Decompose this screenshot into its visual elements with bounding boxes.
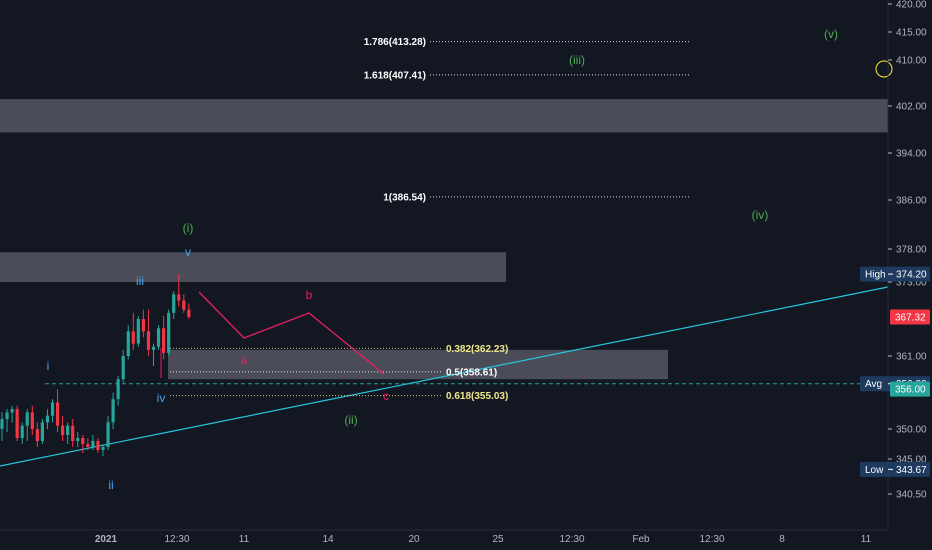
candle-body[interactable] xyxy=(55,402,60,426)
candle-body[interactable] xyxy=(15,409,19,438)
x-tick-label: 25 xyxy=(492,534,504,545)
price-tag-bg-1 xyxy=(890,309,930,325)
candle-body[interactable] xyxy=(177,294,181,301)
fib-label-1: 1.618(407.41) xyxy=(364,70,426,81)
candle-body[interactable] xyxy=(167,312,171,353)
abc-correction-path[interactable] xyxy=(198,291,385,375)
price-tag-value-1: 367.32 xyxy=(895,313,926,324)
candle-body[interactable] xyxy=(81,438,85,444)
x-tick-label: 12:30 xyxy=(559,534,584,545)
wave-label-v: (v) xyxy=(824,27,838,41)
x-tick-label: 20 xyxy=(408,534,420,545)
candle-body[interactable] xyxy=(131,331,135,344)
candle-body[interactable] xyxy=(151,346,156,350)
candle-body[interactable] xyxy=(182,300,186,310)
y-tick-label: 361.00 xyxy=(896,352,927,363)
fib-label-3: 0.382(362.23) xyxy=(446,344,508,355)
wave-label-c: c xyxy=(383,389,389,403)
candle-body[interactable] xyxy=(91,441,95,447)
price-tag-value-0: 374.20 xyxy=(896,270,927,281)
price-tag-label-2: Avg xyxy=(865,379,882,390)
candle-body[interactable] xyxy=(116,379,120,400)
price-tag-value-4: 343.67 xyxy=(896,465,927,476)
wave-label-ii: ii xyxy=(108,478,113,492)
candle-body[interactable] xyxy=(40,422,44,441)
candle-body[interactable] xyxy=(96,441,100,450)
y-tick-label: 350.00 xyxy=(896,425,927,436)
x-tick-label: 2021 xyxy=(95,534,118,545)
candle-body[interactable] xyxy=(106,422,110,447)
candle-body[interactable] xyxy=(111,399,115,423)
price-tag-label-0: High xyxy=(865,270,886,281)
candle-body[interactable] xyxy=(20,425,24,438)
candle-body[interactable] xyxy=(10,409,14,413)
y-tick-label: 386.00 xyxy=(896,196,927,207)
x-tick-label: 11 xyxy=(861,534,872,545)
candle-body[interactable] xyxy=(141,319,145,332)
candle-body[interactable] xyxy=(156,328,161,347)
wave-label-b: b xyxy=(306,288,313,302)
middle-zone[interactable] xyxy=(0,252,506,282)
candle-body[interactable] xyxy=(86,444,90,447)
price-tag-bg-4 xyxy=(860,461,930,477)
y-tick-label: 394.00 xyxy=(896,149,927,160)
candle-body[interactable] xyxy=(66,425,70,435)
candle-body[interactable] xyxy=(50,402,55,416)
y-tick-label: 415.00 xyxy=(896,28,927,39)
candle-body[interactable] xyxy=(5,412,9,420)
candle-body[interactable] xyxy=(35,429,39,441)
y-tick-label: 402.00 xyxy=(896,102,927,113)
candle-body[interactable] xyxy=(101,447,105,450)
y-tick-label: 378.00 xyxy=(896,245,927,256)
wave-label-i: i xyxy=(47,359,50,373)
x-tick-label: 8 xyxy=(779,534,785,545)
fib-label-0: 1.786(413.28) xyxy=(364,37,426,48)
candle-body[interactable] xyxy=(162,328,166,353)
x-tick-label: 14 xyxy=(322,534,334,545)
wave-label-iii: iii xyxy=(136,274,144,288)
candle-body[interactable] xyxy=(45,415,50,423)
candle-body[interactable] xyxy=(30,412,34,429)
candle-body[interactable] xyxy=(121,356,125,380)
candle-body[interactable] xyxy=(61,425,65,435)
price-tag-bg-3 xyxy=(890,381,930,397)
y-tick-label: 373.00 xyxy=(896,278,927,289)
candle-body[interactable] xyxy=(172,294,176,313)
wave-label-v: v xyxy=(185,245,191,259)
wave-label-a: a xyxy=(241,353,248,367)
x-tick-label: 12:30 xyxy=(699,534,724,545)
wave-label-iii: (iii) xyxy=(569,53,585,67)
y-tick-label: 345.00 xyxy=(896,455,927,466)
wave-label-i: (i) xyxy=(183,221,194,235)
candle-body[interactable] xyxy=(71,425,75,441)
y-tick-label: 410.00 xyxy=(896,56,927,67)
candle-body[interactable] xyxy=(0,419,4,429)
lower-zone[interactable] xyxy=(168,349,668,380)
y-tick-label: 340.50 xyxy=(896,490,927,501)
wave-label-ii: (ii) xyxy=(344,413,357,427)
trendline[interactable] xyxy=(0,286,889,467)
fib-label-4: 0.5(358.61) xyxy=(446,367,497,378)
price-tag-label-4: Low xyxy=(865,465,884,476)
candle-body[interactable] xyxy=(25,412,29,426)
fib-label-2: 1(386.54) xyxy=(383,192,426,203)
price-tag-bg-0 xyxy=(860,266,930,282)
x-tick-label: 11 xyxy=(239,534,250,545)
x-tick-label: 12:30 xyxy=(164,534,189,545)
candle-body[interactable] xyxy=(136,319,140,344)
y-tick-label: 420.00 xyxy=(896,0,927,11)
candle-body[interactable] xyxy=(146,331,151,350)
candle-body[interactable] xyxy=(187,309,191,318)
candle-body[interactable] xyxy=(126,331,130,356)
wave-label-iv: iv xyxy=(157,391,166,405)
x-tick-label: Feb xyxy=(632,534,650,545)
upper-zone[interactable] xyxy=(0,99,888,133)
price-tag-value-3: 356.00 xyxy=(895,385,926,396)
wave-marker-circle xyxy=(875,60,893,78)
wave-label-iv: (iv) xyxy=(752,208,769,222)
candle-body[interactable] xyxy=(76,438,80,441)
fib-label-5: 0.618(355.03) xyxy=(446,391,508,402)
